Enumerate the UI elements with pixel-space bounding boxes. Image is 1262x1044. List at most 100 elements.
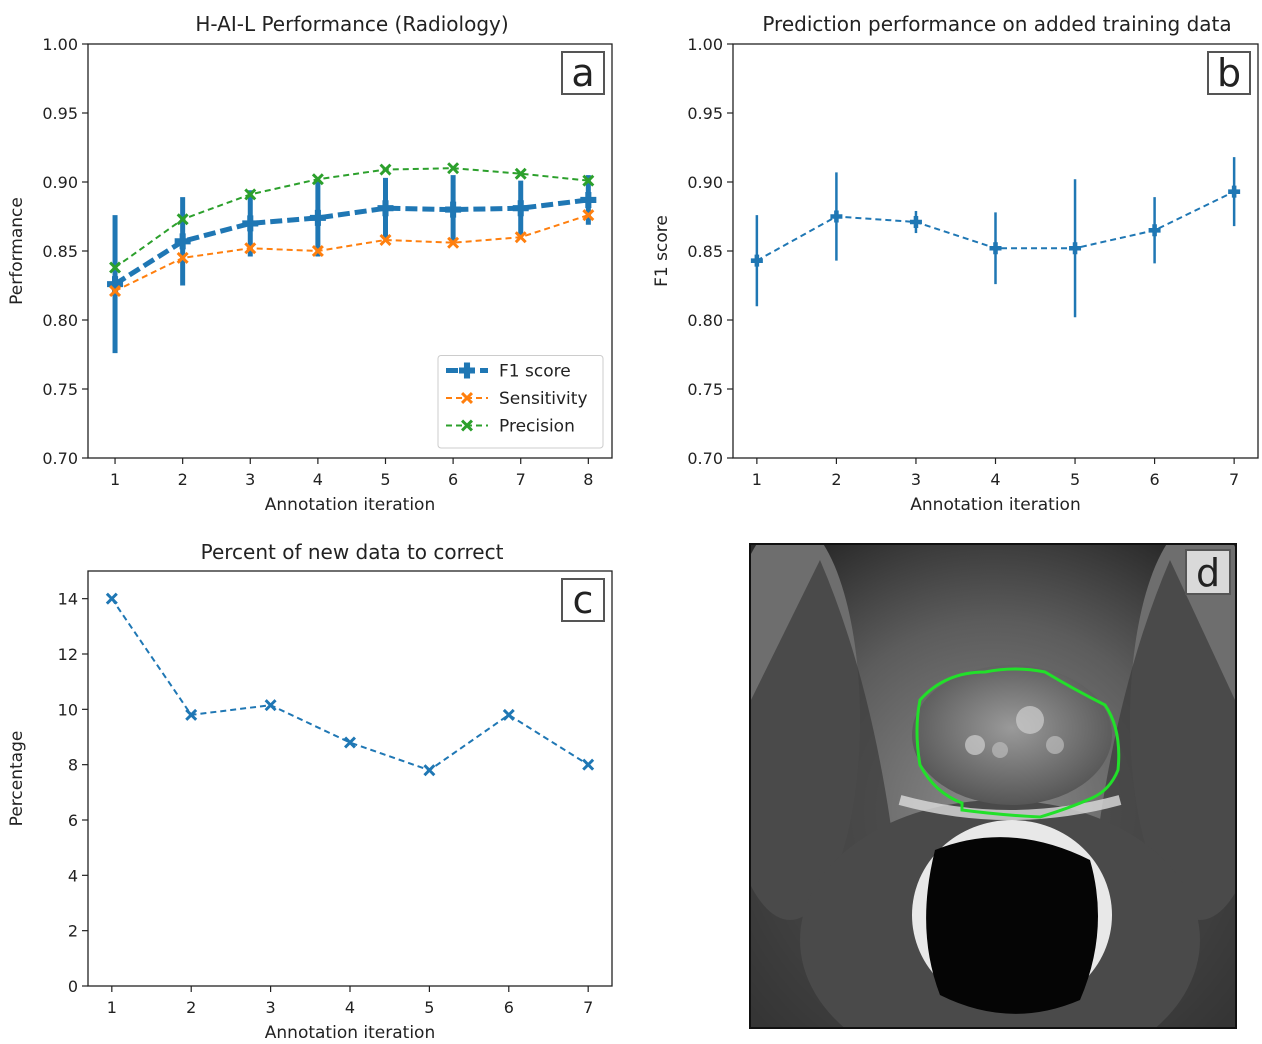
chart-title: Percent of new data to correct [201,540,504,564]
series-line [114,214,589,292]
y-tick-label: 0.95 [687,104,723,123]
y-axis-label: Percentage [7,731,27,827]
x-tick-label: 3 [266,998,276,1017]
y-tick-label: 1.00 [687,35,723,54]
data-point [989,242,1002,255]
legend-marker [461,392,473,404]
data-point [174,233,191,250]
y-tick-label: 8 [68,756,78,775]
data-point [379,163,392,176]
data-point [244,188,257,201]
x-tick-label: 6 [1149,470,1159,489]
x-tick-label: 2 [178,470,188,489]
series-line [114,167,589,269]
x-tick-label: 1 [752,470,762,489]
y-tick-label: 0 [68,977,78,996]
data-point [242,215,259,232]
x-tick-label: 2 [186,998,196,1017]
data-point [512,200,529,217]
y-tick-label: 0.80 [42,311,78,330]
data-point [582,758,595,771]
x-axis-label: Annotation iteration [910,495,1080,515]
x-tick-label: 4 [990,470,1000,489]
data-point [447,162,460,175]
panel-label: b [1217,51,1241,95]
data-point [1069,242,1082,255]
data-point [582,174,595,187]
data-point [176,251,189,264]
panel-label: c [573,578,594,622]
y-tick-label: 0.70 [687,449,723,468]
y-axis-label: F1 score [652,215,672,287]
data-point [185,708,198,721]
axes-frame [732,43,1259,459]
series-line [113,197,589,287]
x-tick-label: 5 [1070,470,1080,489]
data-point [445,201,462,218]
y-tick-label: 2 [68,922,78,941]
panel-label-box [561,578,605,622]
chart: H-AI-L Performance (Radiology) 0.70 0.75 0.… [7,12,613,515]
x-axis-label: Annotation iteration [265,1023,435,1040]
y-tick-label: 0.70 [42,449,78,468]
panel-label-box [561,51,605,95]
chart: Prediction performance on added training… [652,12,1259,515]
x-tick-label: 4 [345,998,355,1017]
data-point [107,276,124,293]
x-tick-label: 6 [448,470,458,489]
x-axis-label: Annotation iteration [265,495,435,515]
data-point [582,209,595,222]
axes-frame [87,43,613,459]
data-point [105,592,118,605]
data-point [176,213,189,226]
y-tick-label: 4 [68,866,78,885]
y-tick-label: 0.80 [687,311,723,330]
x-tick-label: 5 [380,470,390,489]
x-tick-label: 7 [583,998,593,1017]
y-tick-label: 14 [58,590,78,609]
chart-title: Prediction performance on added training… [762,12,1231,36]
data-point [264,699,277,712]
data-point [580,191,597,208]
data-point [1228,185,1241,198]
x-tick-label: 4 [313,470,323,489]
data-point [311,173,324,186]
x-tick-label: 7 [1229,470,1239,489]
data-point [423,764,436,777]
panel-label: a [571,51,594,95]
x-tick-label: 7 [516,470,526,489]
data-point [311,245,324,257]
data-point [514,167,527,180]
legend-label: Sensitivity [499,389,588,409]
data-point [377,200,394,217]
data-point [344,736,356,749]
y-tick-label: 6 [68,811,78,830]
y-tick-label: 0.75 [42,380,78,399]
x-tick-label: 3 [245,470,255,489]
x-tick-label: 3 [911,470,921,489]
y-tick-label: 0.95 [42,104,78,123]
data-point [109,261,122,274]
y-tick-label: 12 [58,645,78,664]
y-tick-label: 0.85 [42,242,78,261]
panel-label-box [1207,51,1251,95]
y-tick-label: 1.00 [42,35,78,54]
legend-marker [459,362,475,379]
chart-title: H-AI-L Performance (Radiology) [195,12,508,36]
x-tick-label: 1 [107,998,117,1017]
y-tick-label: 0.85 [687,242,723,261]
x-tick-label: 2 [831,470,841,489]
data-point [514,231,527,244]
y-tick-label: 0.75 [687,380,723,399]
data-point [909,216,922,229]
y-tick-label: 10 [58,700,78,719]
image-panel: d [749,543,1237,1029]
x-tick-label: 1 [110,470,120,489]
data-point [447,236,460,249]
data-point [379,233,392,246]
x-tick-label: 8 [583,470,593,489]
legend-marker [461,419,473,432]
data-point [244,242,257,255]
